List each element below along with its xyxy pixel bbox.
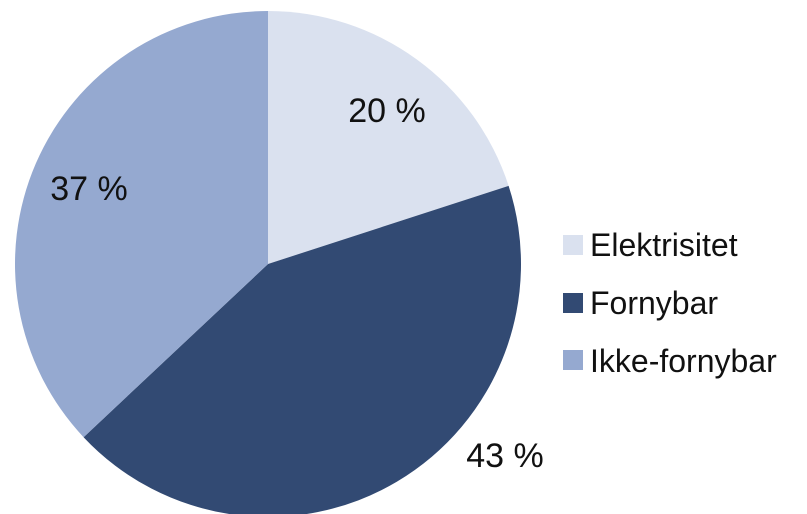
legend-item-fornybar: Fornybar	[563, 285, 718, 321]
data-label-ikke-fornybar: 37 %	[50, 170, 128, 208]
pie-slice-elektrisitet	[268, 11, 509, 264]
legend: Elektrisitet Fornybar Ikke-fornybar	[563, 227, 777, 379]
pie-slices	[14, 11, 521, 514]
legend-item-elektrisitet: Elektrisitet	[563, 227, 738, 263]
data-label-elektrisitet: 20 %	[348, 92, 426, 130]
pie-slice-fornybar	[83, 185, 521, 514]
legend-swatch-elektrisitet	[563, 235, 583, 255]
legend-item-ikke-fornybar: Ikke-fornybar	[563, 343, 777, 379]
legend-label-ikke-fornybar: Ikke-fornybar	[590, 343, 777, 379]
data-labels: 20 % 43 % 37 %	[50, 92, 544, 475]
pie-slice-ikke-fornybar	[14, 11, 268, 438]
legend-label-fornybar: Fornybar	[590, 285, 718, 321]
legend-swatch-fornybar	[563, 293, 583, 313]
legend-swatch-ikke-fornybar	[563, 350, 583, 370]
legend-label-elektrisitet: Elektrisitet	[590, 227, 738, 263]
data-label-fornybar: 43 %	[466, 437, 544, 475]
